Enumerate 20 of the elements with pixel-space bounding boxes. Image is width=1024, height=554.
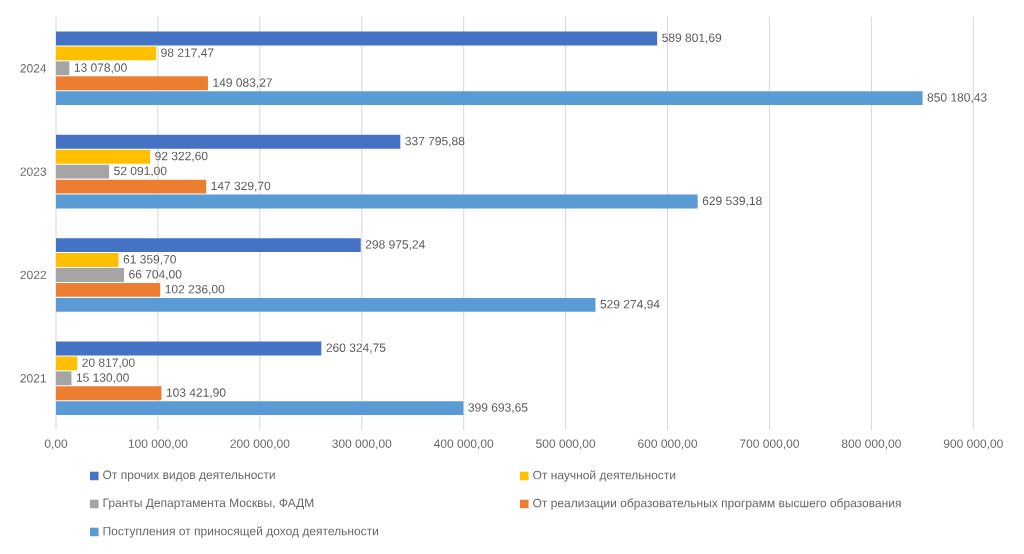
bar — [56, 194, 698, 209]
bar — [56, 341, 322, 356]
bar — [56, 371, 72, 386]
bar — [56, 282, 161, 297]
bar — [56, 356, 78, 371]
bar — [56, 91, 923, 106]
bar — [56, 297, 596, 312]
bar — [56, 164, 110, 179]
bar — [56, 238, 361, 253]
bar — [56, 46, 157, 61]
bar — [56, 134, 401, 149]
bar — [56, 268, 124, 282]
bar — [56, 179, 207, 194]
bar — [56, 31, 658, 46]
bar — [56, 386, 162, 401]
bar — [56, 76, 208, 91]
bar — [56, 61, 70, 76]
bar — [56, 253, 119, 267]
bar — [56, 401, 464, 416]
bar — [56, 149, 151, 164]
